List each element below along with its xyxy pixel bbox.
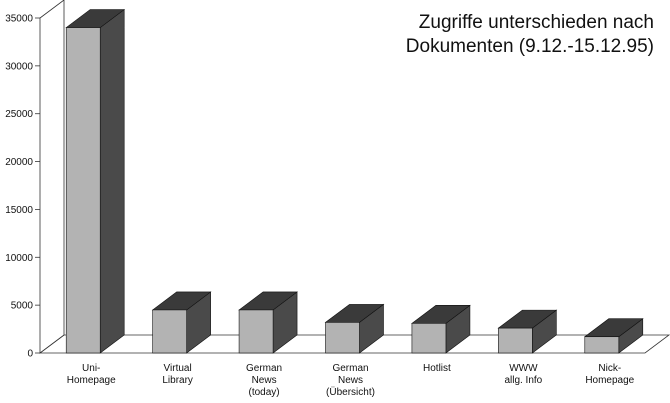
x-category-label: WWW allg. Info [504,363,542,386]
bar-front [584,336,620,354]
x-category-label-line: Homepage [585,375,634,386]
y-tick-label: 30000 [5,61,33,72]
bar-side [99,8,125,354]
bar-front [238,309,274,354]
y-tick-label: 35000 [5,14,33,25]
y-tick-label: 0 [27,349,33,360]
chart-left-wall [39,0,65,354]
bar-front [498,327,533,354]
x-category-label-line: Virtual [164,363,192,374]
bar [411,304,471,354]
x-category-label: Virtual Library [162,363,193,386]
x-category-label-line: News [252,375,277,386]
y-axis: 0 5000 10000 15000 20000 25000 30000 35000 [5,14,40,360]
x-category-label-line: (today) [249,387,280,398]
x-category-label-line: Hotlist [423,363,451,374]
x-category-label: Uni-Homepage [67,363,116,386]
y-tick-label: 20000 [5,157,33,168]
x-category-label: German News (today) [246,363,282,398]
bar-front [325,322,360,354]
y-tick-label: 10000 [5,253,33,264]
bar [324,303,385,354]
x-category-label-line: WWW [509,363,538,374]
x-category-label-line: German [246,363,282,374]
x-category-label-line: Library [162,375,193,386]
chart-title-line-2: Dokumenten (9.12.-15.12.95) [406,36,654,57]
x-category-label-line: (Übersicht) [326,386,375,398]
y-tick-label: 5000 [11,301,34,312]
bar-front [152,309,187,354]
bar-front [411,323,447,354]
y-tick-label: 15000 [5,205,33,216]
chart-title-line-1: Zugriffe unterschieden nach [419,12,654,33]
bars [65,8,644,354]
x-category-label-line: News [338,375,363,386]
bar [497,309,558,354]
bar [65,8,126,354]
x-category-label-line: Homepage [67,375,116,386]
bar [238,291,298,354]
x-category-label: Hotlist [423,363,451,374]
x-category-label: German News (Übersicht) [326,363,375,398]
x-category-label-line: Uni- [82,363,100,374]
bar-front [65,27,101,354]
bar [583,318,644,354]
x-category-label-line: German [332,363,368,374]
x-category-label: Nick-Homepage [585,363,634,386]
bar [151,291,212,354]
y-tick-label: 25000 [5,109,33,120]
x-category-label-line: allg. Info [504,375,542,386]
x-category-label-line: Nick- [598,363,621,374]
